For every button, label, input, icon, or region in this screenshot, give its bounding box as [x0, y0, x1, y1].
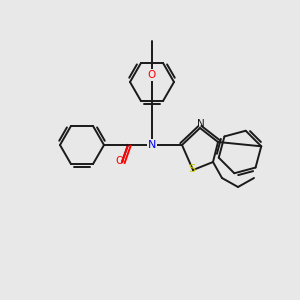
Text: N: N	[148, 140, 156, 150]
Text: S: S	[188, 164, 196, 174]
Text: N: N	[197, 119, 205, 129]
Text: O: O	[148, 70, 156, 80]
Text: O: O	[116, 156, 124, 166]
